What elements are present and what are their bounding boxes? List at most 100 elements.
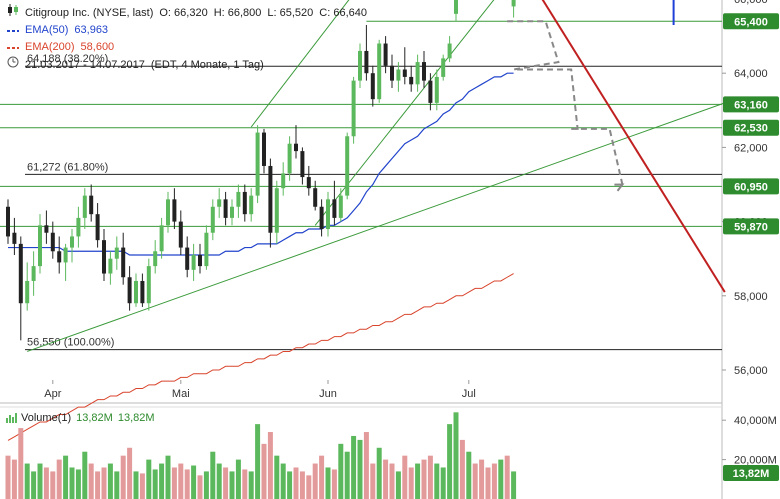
x-tick-label: Apr — [44, 388, 61, 400]
candle-body — [306, 177, 311, 189]
fib-level-label: 56,550 (100.00%) — [27, 337, 114, 349]
candle-body — [102, 240, 106, 274]
candle-body — [134, 280, 138, 304]
volume-bar — [338, 443, 344, 499]
volume-bar — [466, 451, 472, 499]
volume-bars-icon — [6, 413, 17, 423]
volume-bar — [165, 455, 171, 499]
volume-bar — [498, 459, 504, 499]
volume-bar — [248, 471, 254, 499]
volume-bar — [203, 471, 209, 499]
candle-body — [153, 251, 158, 267]
volume-bar — [402, 455, 408, 499]
candle-body — [95, 214, 100, 241]
period-range: 21.03.2017 - 14.07.2017 — [25, 58, 145, 71]
candle-body — [70, 236, 74, 248]
volume-bar — [376, 447, 382, 499]
candle-body — [338, 195, 343, 218]
volume-average-value: 13,82M — [117, 412, 155, 424]
volume-bar — [63, 455, 69, 499]
volume-bar — [383, 459, 389, 499]
volume-bar — [107, 463, 113, 499]
volume-bar — [178, 463, 184, 499]
volume-value: 13,82M — [76, 412, 113, 424]
volume-bar — [287, 471, 293, 499]
volume-bar — [101, 467, 107, 499]
volume-bar — [235, 459, 241, 499]
volume-bar — [191, 465, 197, 499]
volume-bar — [293, 467, 299, 499]
legend-ema200-row: EMA(200) 58,600 — [6, 39, 367, 56]
volume-label: Volume(1) — [21, 412, 72, 424]
volume-bar — [447, 424, 453, 499]
volume-bar — [95, 471, 101, 499]
close-value: C: 66,640 — [319, 6, 367, 19]
candle-body — [377, 43, 382, 100]
period-note: (EDT, 4 Monate, 1 Tag) — [150, 58, 264, 71]
volume-bar — [146, 459, 152, 499]
candle-body — [127, 277, 132, 304]
volume-bar — [331, 469, 337, 499]
candle-body — [364, 50, 369, 74]
volume-value-box — [723, 465, 779, 481]
volume-bar — [261, 443, 267, 499]
long-trend-line — [27, 102, 725, 352]
candle-body — [31, 266, 36, 281]
low-value: L: 65,520 — [267, 6, 314, 19]
volume-bar — [31, 471, 37, 499]
candle-body — [441, 58, 446, 77]
volume-bar — [440, 467, 446, 499]
volume-bar — [344, 451, 350, 499]
y-tick-label: 64,000 — [734, 68, 768, 80]
volume-bar — [421, 459, 427, 499]
candle-body — [140, 280, 145, 304]
volume-bar — [299, 471, 305, 499]
candle-body — [178, 221, 183, 248]
x-tick-label: Jun — [319, 388, 337, 400]
ema200-value: 58,600 — [80, 41, 115, 53]
volume-bar — [280, 463, 286, 499]
y-tick-label: 58,000 — [734, 291, 768, 303]
volume-bar — [434, 463, 440, 499]
volume-bar — [274, 455, 280, 499]
candle-body — [370, 73, 375, 100]
candle-body — [146, 266, 151, 304]
volume-bar — [120, 455, 126, 499]
volume-bar — [18, 428, 24, 499]
volume-bar — [69, 467, 75, 499]
candle-body — [351, 80, 356, 137]
volume-bar — [11, 459, 17, 499]
volume-bar — [50, 471, 56, 499]
fib-level-label: 61,272 (61.80%) — [27, 161, 108, 173]
candle-body — [57, 251, 62, 263]
volume-bar — [210, 451, 216, 499]
volume-bar — [56, 459, 62, 499]
ema50-value: 63,963 — [74, 24, 109, 36]
volume-bar — [459, 439, 465, 499]
candle-body — [415, 62, 420, 85]
candle-body — [166, 199, 170, 226]
candle-body — [402, 69, 407, 77]
volume-tick-label: 40,000M — [734, 415, 777, 427]
candle-body — [300, 151, 305, 178]
candle-body — [76, 217, 81, 237]
candle-body — [223, 199, 228, 218]
volume-bar — [133, 471, 139, 499]
price-box-label: 59,870 — [734, 221, 768, 233]
candle-body — [268, 165, 273, 233]
y-tick-label: 66,000 — [734, 0, 768, 6]
candle-body — [319, 206, 324, 230]
volume-bar — [197, 475, 203, 499]
price-box-label: 65,400 — [734, 16, 768, 28]
candle-body — [191, 254, 196, 270]
volume-bar — [43, 467, 49, 499]
open-value: O: 66,320 — [159, 6, 208, 19]
volume-bar — [216, 463, 222, 499]
candle-body — [210, 206, 215, 233]
legend-instrument-row: Citigroup Inc. (NYSE, last) O: 66,320 H:… — [6, 4, 367, 22]
volume-bar — [75, 469, 81, 499]
candle-body — [326, 199, 330, 230]
volume-bar — [267, 432, 273, 499]
candle-body — [262, 132, 266, 166]
